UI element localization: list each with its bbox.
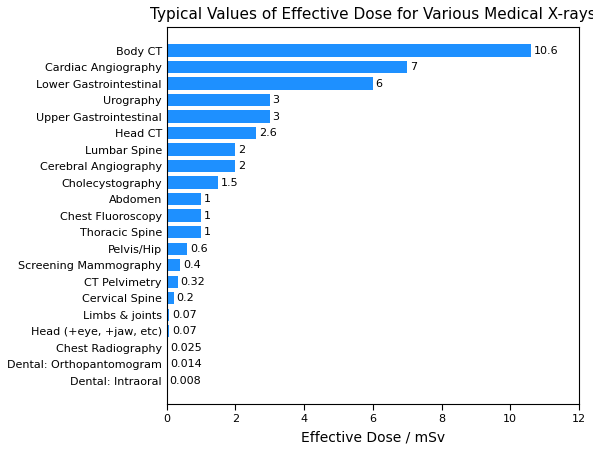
Text: 3: 3 bbox=[273, 95, 279, 105]
Bar bbox=[167, 341, 168, 354]
Text: 0.4: 0.4 bbox=[183, 260, 201, 270]
Text: 1.5: 1.5 bbox=[221, 178, 238, 188]
Text: 0.025: 0.025 bbox=[170, 343, 202, 353]
Text: 7: 7 bbox=[410, 62, 417, 72]
Bar bbox=[167, 292, 174, 304]
Bar bbox=[167, 308, 169, 321]
Bar bbox=[167, 193, 201, 205]
Bar bbox=[167, 127, 256, 139]
Text: 3: 3 bbox=[273, 112, 279, 122]
X-axis label: Effective Dose / mSv: Effective Dose / mSv bbox=[301, 430, 445, 444]
Text: 2: 2 bbox=[238, 161, 246, 171]
Bar bbox=[167, 226, 201, 239]
Bar bbox=[167, 143, 235, 156]
Bar bbox=[167, 243, 187, 255]
Bar bbox=[167, 94, 270, 106]
Text: 0.6: 0.6 bbox=[190, 244, 208, 254]
Text: 2: 2 bbox=[238, 145, 246, 155]
Bar bbox=[167, 44, 531, 57]
Bar bbox=[167, 325, 169, 337]
Text: 0.014: 0.014 bbox=[170, 359, 202, 369]
Bar bbox=[167, 78, 373, 90]
Bar bbox=[167, 176, 218, 189]
Bar bbox=[167, 259, 180, 272]
Text: 1: 1 bbox=[204, 227, 211, 237]
Text: 2.6: 2.6 bbox=[259, 128, 276, 138]
Text: 6: 6 bbox=[375, 78, 382, 88]
Text: 10.6: 10.6 bbox=[534, 46, 558, 55]
Text: 0.2: 0.2 bbox=[176, 293, 194, 303]
Bar bbox=[167, 61, 407, 74]
Bar bbox=[167, 160, 235, 172]
Text: 1: 1 bbox=[204, 194, 211, 204]
Text: 0.008: 0.008 bbox=[170, 376, 202, 386]
Text: 0.07: 0.07 bbox=[172, 310, 197, 320]
Bar bbox=[167, 110, 270, 123]
Text: 0.32: 0.32 bbox=[180, 277, 205, 287]
Bar bbox=[167, 210, 201, 222]
Bar bbox=[167, 276, 178, 288]
Title: Typical Values of Effective Dose for Various Medical X-rays: Typical Values of Effective Dose for Var… bbox=[150, 7, 593, 22]
Text: 0.07: 0.07 bbox=[172, 326, 197, 336]
Text: 1: 1 bbox=[204, 211, 211, 221]
